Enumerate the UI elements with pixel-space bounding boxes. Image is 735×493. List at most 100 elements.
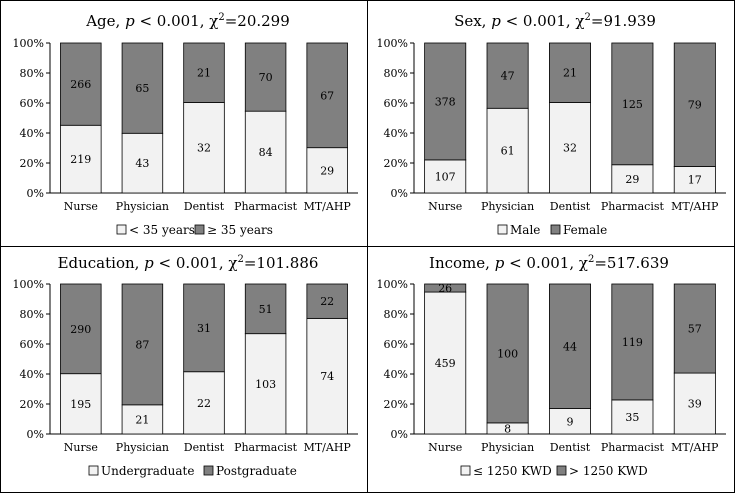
- data-label: 266: [70, 78, 91, 91]
- y-tick-label: 100%: [377, 278, 408, 291]
- bar-segment: [121, 283, 164, 406]
- x-tick-label: Physician: [481, 200, 534, 213]
- legend: Male Female: [497, 223, 607, 237]
- data-label: 74: [320, 370, 334, 383]
- data-label: 47: [501, 70, 515, 83]
- bar-segment: [673, 42, 716, 167]
- legend-swatch-series-2: [550, 224, 561, 235]
- bar-segment: [549, 102, 591, 194]
- panel-education: Education, p < 0.001, χ2=101.886 0% 20% 40…: [13, 254, 358, 478]
- y-tick-label: 60%: [384, 97, 408, 110]
- bar-segment: [121, 132, 164, 194]
- data-label: 26: [438, 282, 452, 295]
- bar-segment: [611, 283, 654, 401]
- legend-swatch-series-1: [460, 465, 471, 476]
- y-tick-label: 40%: [384, 368, 408, 381]
- bar-segment: [611, 42, 654, 166]
- data-label: 32: [563, 142, 577, 155]
- data-label: 100: [497, 347, 518, 360]
- y-tick-label: 40%: [20, 368, 44, 381]
- data-label: 32: [197, 142, 211, 155]
- data-label: 17: [688, 174, 702, 187]
- data-label: 9: [567, 415, 574, 428]
- data-label: 65: [135, 82, 149, 95]
- data-label: 378: [435, 95, 456, 108]
- bar-segment: [183, 42, 225, 103]
- panel-sex: Sex, p < 0.001, χ2=91.939 0% 20% 40% 60% 80%…: [377, 12, 726, 237]
- data-label: 39: [688, 398, 702, 411]
- data-label: 67: [320, 89, 334, 102]
- bar-segment: [424, 42, 467, 161]
- x-tick-label: MT/AHP: [671, 441, 719, 454]
- y-tick-label: 20%: [20, 398, 44, 411]
- bar-segment: [60, 373, 102, 435]
- data-label: 195: [70, 398, 91, 411]
- y-tick-label: 100%: [377, 37, 408, 50]
- bar-segment: [549, 42, 591, 103]
- bar-segment: [121, 404, 164, 435]
- y-tick-label: 40%: [384, 127, 408, 140]
- bar-segment: [306, 317, 348, 435]
- x-tick-label: MT/AHP: [304, 200, 352, 213]
- bar-segment: [244, 283, 287, 335]
- data-label: 125: [622, 98, 643, 111]
- y-tick-label: 0%: [391, 187, 408, 200]
- y-tick-label: 60%: [384, 338, 408, 351]
- legend-label-series-2: ≥ 35 years: [207, 223, 273, 237]
- y-tick-label: 80%: [384, 308, 408, 321]
- chart-title: Income, p < 0.001, χ2=517.639: [429, 254, 669, 272]
- legend: ≤ 1250 KWD > 1250 KWD: [460, 464, 648, 478]
- data-label: 57: [688, 323, 702, 336]
- panel-age: Age, p < 0.001, χ2=20.299 0% 20% 40% 60% 80%…: [13, 12, 358, 237]
- bar-segment: [306, 42, 348, 149]
- y-tick-label: 100%: [13, 278, 44, 291]
- chart-title: Age, p < 0.001, χ2=20.299: [85, 12, 290, 30]
- legend-swatch-series-1: [497, 224, 508, 235]
- chart-title: Education, p < 0.001, χ2=101.886: [58, 254, 319, 272]
- bar-segment: [673, 372, 716, 435]
- legend: < 35 years ≥ 35 years: [116, 223, 273, 237]
- x-tick-label: MT/AHP: [304, 441, 352, 454]
- data-label: 29: [320, 164, 334, 177]
- y-tick-label: 20%: [384, 157, 408, 170]
- bar-segment: [121, 42, 164, 134]
- data-label: 8: [504, 422, 511, 435]
- data-label: 22: [320, 295, 334, 308]
- legend-swatch-series-2: [194, 224, 205, 235]
- y-tick-label: 40%: [20, 127, 44, 140]
- x-tick-label: Physician: [116, 200, 169, 213]
- data-label: 29: [625, 173, 639, 186]
- data-label: 79: [688, 99, 702, 112]
- data-label: 51: [259, 303, 273, 316]
- bar-segment: [611, 399, 654, 435]
- bar-segment: [244, 42, 287, 112]
- bar-segment: [549, 283, 591, 409]
- chart-title: Sex, p < 0.001, χ2=91.939: [454, 12, 656, 30]
- legend-swatch-series-2: [556, 465, 567, 476]
- bar-segment: [60, 42, 102, 126]
- y-tick-label: 60%: [20, 97, 44, 110]
- x-tick-label: MT/AHP: [671, 200, 719, 213]
- x-tick-label: Nurse: [428, 200, 462, 213]
- x-tick-label: Physician: [481, 441, 534, 454]
- legend-label-series-1: Male: [510, 223, 540, 237]
- data-label: 119: [622, 336, 643, 349]
- bar-segment: [60, 283, 102, 375]
- legend-label-series-1: ≤ 1250 KWD: [473, 464, 552, 478]
- data-label: 31: [197, 322, 211, 335]
- x-tick-label: Nurse: [64, 441, 98, 454]
- bar-segment: [611, 164, 654, 194]
- data-label: 61: [501, 145, 515, 158]
- data-label: 70: [259, 71, 273, 84]
- legend-label-series-2: Female: [563, 223, 607, 237]
- bar-segment: [424, 291, 467, 435]
- bar-segment: [306, 147, 348, 194]
- y-tick-label: 0%: [27, 187, 44, 200]
- data-label: 219: [70, 153, 91, 166]
- legend-label-series-1: Undergraduate: [101, 464, 194, 478]
- data-label: 87: [135, 338, 149, 351]
- y-tick-label: 0%: [391, 428, 408, 441]
- x-tick-label: Pharmacist: [234, 441, 298, 454]
- data-label: 290: [70, 323, 91, 336]
